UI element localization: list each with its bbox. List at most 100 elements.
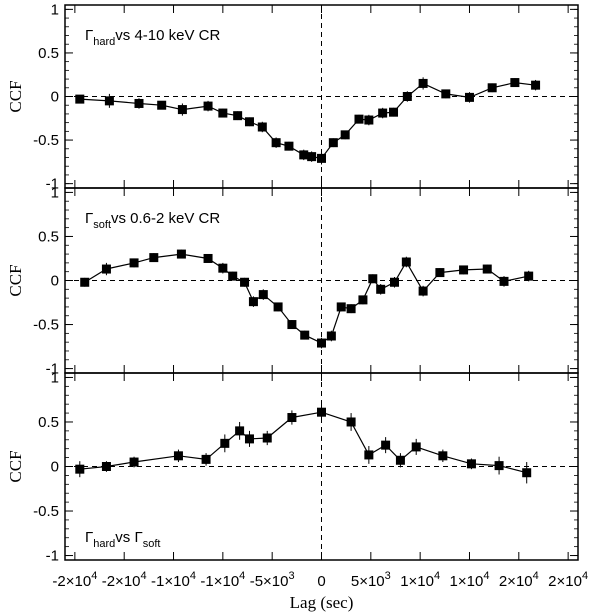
series-line — [79, 411, 527, 474]
y-tick-label: 0 — [51, 89, 59, 106]
data-point — [228, 271, 238, 281]
data-point — [317, 407, 326, 417]
data-point — [262, 433, 272, 443]
data-point — [317, 338, 326, 348]
data-point — [418, 78, 428, 88]
y-tick-label: -1 — [46, 361, 59, 378]
panel-3: 1 0.5 0 -0.5 -1 CCF Γhardvs Γsoft — [6, 369, 579, 565]
data-point — [346, 304, 356, 314]
series-line — [79, 81, 536, 160]
data-point — [101, 462, 111, 471]
data-point — [287, 413, 297, 423]
data-point — [522, 468, 532, 478]
data-point — [441, 89, 451, 99]
x-tick-label: -2×104 — [102, 570, 147, 590]
data-point — [244, 117, 254, 127]
data-point — [435, 268, 445, 278]
data-point — [299, 150, 309, 160]
data-point — [317, 153, 326, 163]
data-point — [368, 274, 378, 284]
data-point — [244, 434, 254, 444]
data-point — [482, 264, 492, 274]
data-point — [378, 108, 388, 118]
data-point — [531, 80, 541, 90]
data-point — [466, 459, 476, 469]
x-axis-label: Lag (sec) — [290, 593, 354, 612]
data-point — [203, 101, 213, 111]
data-point — [464, 92, 474, 102]
x-tick-label: 2×104 — [499, 570, 539, 590]
data-point — [218, 108, 228, 118]
y-axis-label: CCF — [6, 264, 25, 296]
data-point — [459, 265, 469, 275]
data-point — [80, 277, 90, 287]
data-point — [218, 263, 228, 273]
data-point — [129, 457, 139, 467]
data-point — [389, 107, 399, 117]
panel-1: 1 0.5 0 -0.5 -1 CCF Γhardvs 4-10 keV CR — [6, 1, 579, 193]
data-point — [258, 290, 268, 300]
data-point — [376, 284, 386, 294]
y-tick-label: 0.5 — [38, 414, 59, 431]
data-point — [328, 138, 338, 148]
data-point — [300, 330, 310, 340]
data-point — [173, 451, 183, 461]
data-point — [395, 455, 405, 465]
data-point — [220, 438, 230, 448]
y-tick-label: 1 — [51, 369, 59, 386]
data-point — [240, 277, 250, 287]
data-point — [402, 92, 412, 101]
x-tick-label: 1×104 — [400, 570, 440, 590]
y-tick-label: -0.5 — [33, 503, 59, 520]
y-tick-label: 1 — [51, 1, 59, 18]
data-point — [358, 295, 368, 305]
y-tick-label: -0.5 — [33, 317, 59, 334]
data-point — [75, 464, 85, 474]
y-tick-label: -0.5 — [33, 132, 59, 149]
data-point — [134, 98, 144, 108]
y-tick-label: -1 — [46, 548, 59, 565]
data-point — [257, 122, 267, 132]
x-tick-label: 0 — [317, 573, 325, 590]
data-point — [494, 461, 504, 471]
panels-layer: 1 0.5 0 -0.5 -1 CCF Γhardvs 4-10 keV CR 1 0.5 0 -0… — [6, 1, 579, 565]
x-tick-label: -1×104 — [151, 570, 196, 590]
data-point — [336, 302, 346, 312]
data-point — [499, 276, 509, 286]
data-point — [346, 417, 356, 427]
data-point — [418, 286, 428, 296]
data-point — [307, 152, 317, 162]
data-point — [233, 111, 243, 121]
y-tick-label: 1 — [51, 184, 59, 201]
data-point — [326, 331, 336, 341]
panel-annotation: Γhardvs Γsoft — [85, 529, 160, 550]
data-point — [354, 114, 364, 124]
data-point — [248, 297, 258, 307]
y-axis-label: CCF — [6, 80, 25, 112]
y-axis-label: CCF — [6, 450, 25, 482]
data-point — [273, 302, 283, 312]
data-point — [381, 440, 391, 450]
y-tick-label: 0.5 — [38, 45, 59, 62]
data-point — [390, 277, 400, 287]
data-point — [129, 258, 139, 268]
y-tick-label: 0.5 — [38, 228, 59, 245]
x-tick-label: 1×104 — [450, 570, 490, 590]
data-point — [75, 94, 85, 104]
data-point — [510, 78, 520, 88]
data-point — [177, 105, 187, 115]
data-point — [104, 96, 114, 106]
x-tick-label: -1×104 — [200, 570, 245, 590]
data-point — [176, 249, 186, 259]
x-tick-label: -2×104 — [52, 570, 97, 590]
x-tick-label: 2×104 — [548, 570, 588, 590]
y-tick-label: -1 — [46, 176, 59, 193]
data-point — [284, 141, 294, 151]
data-point — [201, 454, 211, 464]
x-tick-label: 5×103 — [351, 570, 391, 590]
data-point — [287, 320, 297, 330]
data-point — [271, 138, 281, 148]
data-point — [364, 450, 374, 460]
panel-annotation: Γsoftvs 0.6-2 keV CR — [85, 210, 220, 231]
data-point — [401, 257, 411, 267]
